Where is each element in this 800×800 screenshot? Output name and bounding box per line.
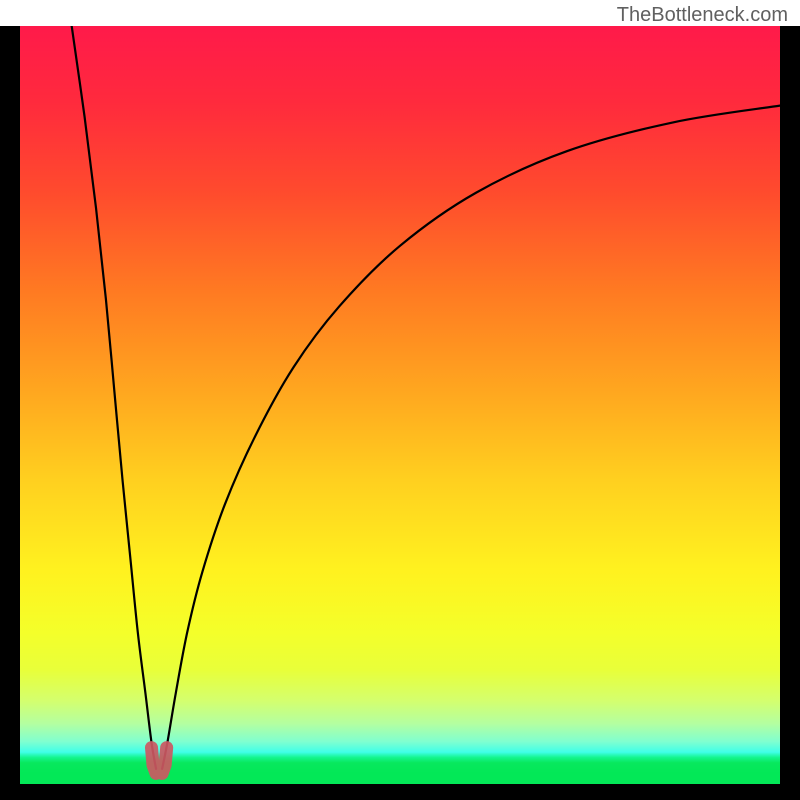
bottleneck-chart [0, 0, 800, 800]
chart-container: TheBottleneck.com [0, 0, 800, 800]
attribution-label: TheBottleneck.com [617, 4, 788, 27]
